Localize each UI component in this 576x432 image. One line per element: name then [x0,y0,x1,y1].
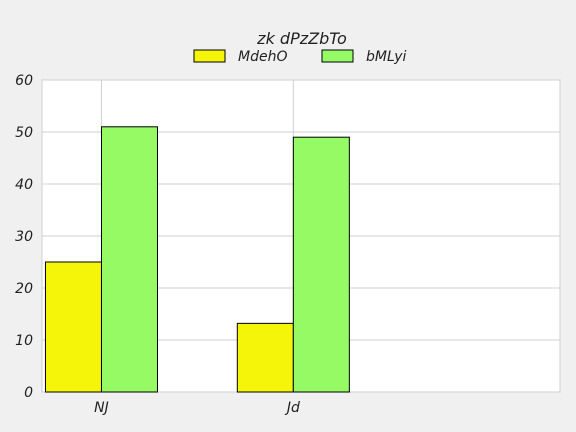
y-tick-label: 0 [24,385,33,401]
y-tick-label: 30 [15,229,33,245]
legend-label: MdehO [238,49,287,65]
legend: MdehO bMLyi [193,49,407,65]
chart-title: zk dPzZbTo [256,29,347,48]
x-tick-label: Jd [284,400,300,416]
legend-label: bMLyi [366,49,407,65]
legend-swatch [321,49,354,63]
bar-bMLyi-Jd [292,136,350,393]
legend-swatch [193,49,226,63]
y-tick-label: 60 [15,73,33,89]
y-tick-label: 10 [15,333,33,349]
bar-bMLyi-NJ [100,126,158,393]
bars [44,126,350,393]
bar-MdehO-Jd [236,322,294,393]
x-tick-label: NJ [94,400,109,416]
y-tick-label: 50 [15,125,33,141]
y-axis: 0 10 20 30 40 50 60 [15,73,33,401]
y-tick-label: 20 [15,281,33,297]
bar-MdehO-NJ [44,261,102,393]
x-axis: NJ Jd [94,400,300,416]
y-tick-label: 40 [15,177,33,193]
